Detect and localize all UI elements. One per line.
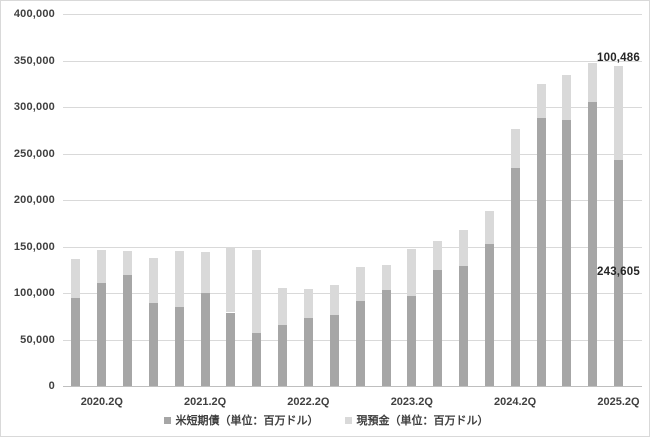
y-tick-label: 300,000 bbox=[13, 101, 55, 113]
y-gridline bbox=[63, 107, 642, 108]
bar-segment-tbills bbox=[484, 243, 494, 386]
bar-segment-tbills bbox=[588, 101, 598, 386]
bar-segment-cash bbox=[614, 66, 623, 160]
bar-segment-cash bbox=[588, 62, 598, 102]
x-tick-label: 2020.2Q bbox=[80, 396, 123, 408]
bar-segment-cash bbox=[71, 258, 81, 299]
legend-label-cash: 現預金（単位：百万ドル） bbox=[356, 415, 489, 427]
x-axis-line bbox=[63, 386, 642, 387]
y-tick-label: 0 bbox=[48, 380, 55, 392]
bar-segment-cash bbox=[484, 210, 494, 244]
y-tick-label: 400,000 bbox=[13, 8, 55, 20]
bar-segment-tbills bbox=[459, 266, 468, 386]
bar-segment-cash bbox=[407, 249, 417, 297]
legend-label-tbills: 米短期債（単位：百万ドル） bbox=[175, 415, 319, 427]
y-tick-label: 200,000 bbox=[13, 194, 55, 206]
legend-item-tbills: 米短期債（単位：百万ドル） bbox=[163, 412, 319, 428]
legend-swatch-tbills-icon bbox=[163, 416, 171, 424]
y-gridline bbox=[63, 293, 642, 294]
bar-segment-cash bbox=[536, 83, 546, 119]
bar-segment-tbills bbox=[433, 269, 443, 387]
y-tick-label: 250,000 bbox=[13, 148, 55, 160]
bar-segment-cash bbox=[329, 285, 339, 316]
data-label: 100,486 bbox=[597, 52, 640, 64]
bar-segment-cash bbox=[278, 287, 288, 326]
bar-segment-tbills bbox=[562, 119, 572, 386]
bar-segment-cash bbox=[510, 128, 520, 168]
bar-segment-cash bbox=[148, 257, 158, 303]
legend-swatch-cash-icon bbox=[344, 416, 352, 424]
bar-segment-tbills bbox=[355, 300, 365, 386]
x-tick-label: 2022.2Q bbox=[287, 396, 330, 408]
bar-segment-tbills bbox=[381, 290, 391, 386]
bar-segment-tbills bbox=[226, 312, 236, 386]
bar-segment-cash bbox=[459, 230, 468, 266]
x-tick-label: 2021.2Q bbox=[183, 396, 227, 408]
legend-item-cash: 現預金（単位：百万ドル） bbox=[344, 412, 489, 428]
legend: 米短期債（単位：百万ドル） 現預金（単位：百万ドル） bbox=[1, 410, 649, 430]
bar-segment-cash bbox=[562, 75, 572, 120]
y-gridline bbox=[63, 200, 642, 201]
bar-segment-cash bbox=[123, 250, 133, 276]
bar-segment-cash bbox=[381, 264, 391, 291]
bar-segment-cash bbox=[226, 247, 236, 313]
bar-segment-cash bbox=[355, 267, 365, 301]
y-gridline bbox=[63, 340, 642, 341]
y-gridline bbox=[63, 247, 642, 248]
y-gridline bbox=[63, 14, 642, 15]
bar-segment-cash bbox=[252, 249, 262, 333]
y-gridline bbox=[63, 61, 642, 62]
y-tick-label: 150,000 bbox=[13, 241, 55, 253]
bar-segment-cash bbox=[433, 240, 443, 270]
y-tick-label: 350,000 bbox=[13, 55, 55, 67]
bar-segment-tbills bbox=[123, 275, 133, 386]
bar-segment-tbills bbox=[407, 296, 417, 386]
y-gridline bbox=[63, 154, 642, 155]
bar-segment-cash bbox=[303, 288, 313, 318]
x-tick-label: 2023.2Q bbox=[390, 396, 433, 408]
bar-segment-tbills bbox=[614, 159, 623, 386]
bar-segment-tbills bbox=[278, 325, 288, 386]
data-label: 243,605 bbox=[597, 266, 640, 279]
bar-segment-cash bbox=[174, 251, 184, 308]
bar-segment-tbills bbox=[252, 332, 262, 386]
bar-segment-tbills bbox=[329, 315, 339, 386]
bar-segment-tbills bbox=[200, 292, 210, 386]
bar-segment-tbills bbox=[536, 118, 546, 386]
x-tick-label: 2025.2Q bbox=[597, 396, 640, 408]
bar-segment-cash bbox=[97, 249, 107, 284]
x-tick-label: 2024.2Q bbox=[493, 396, 537, 408]
y-tick-label: 100,000 bbox=[13, 287, 55, 299]
bar-segment-tbills bbox=[97, 283, 107, 386]
y-tick-label: 50,000 bbox=[20, 334, 55, 346]
bar-segment-tbills bbox=[148, 302, 158, 386]
bar-segment-tbills bbox=[510, 167, 520, 386]
bar-segment-tbills bbox=[174, 307, 184, 386]
bar-segment-tbills bbox=[71, 298, 81, 386]
bar-segment-cash bbox=[200, 252, 210, 293]
bar-segment-tbills bbox=[303, 317, 313, 386]
